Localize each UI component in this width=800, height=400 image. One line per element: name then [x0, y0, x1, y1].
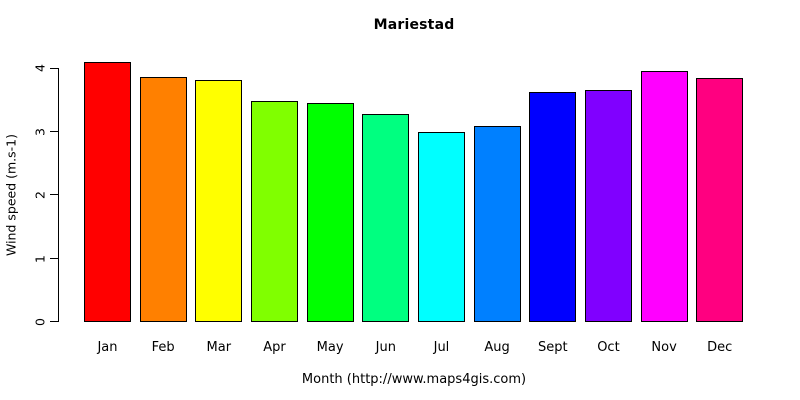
- bar-jun: [362, 114, 410, 322]
- x-tick-label-feb: Feb: [151, 340, 175, 355]
- x-tick-label-oct: Oct: [597, 340, 620, 355]
- bar-dec: [696, 77, 744, 322]
- bar-jul: [417, 131, 465, 322]
- x-tick-label-dec: Dec: [707, 340, 733, 355]
- x-tick-label-apr: Apr: [263, 340, 286, 355]
- x-tick-label-jul: Jul: [433, 340, 450, 355]
- y-tick: [49, 131, 59, 133]
- x-tick-label-aug: Aug: [484, 340, 510, 355]
- y-tick: [49, 321, 59, 323]
- chart-title: Mariestad: [373, 17, 455, 33]
- x-tick-label-jan: Jan: [97, 340, 118, 355]
- y-tick-label: 3: [32, 127, 48, 136]
- x-tick-label-jun: Jun: [375, 340, 396, 355]
- x-tick-label-sept: Sept: [537, 340, 568, 355]
- bar-jan: [84, 62, 131, 322]
- bar-mar: [195, 79, 243, 322]
- y-axis-title: Wind speed (m.s-1): [3, 133, 19, 257]
- bar-nov: [640, 70, 688, 322]
- y-tick: [49, 257, 59, 259]
- y-tick: [49, 67, 59, 69]
- x-axis-title: Month (http://www.maps4gis.com): [301, 372, 527, 387]
- bar-oct: [584, 89, 632, 322]
- bar-sept: [529, 92, 577, 322]
- y-tick-label: 1: [32, 254, 48, 263]
- x-tick-label-nov: Nov: [651, 340, 677, 355]
- bar-feb: [139, 76, 187, 322]
- x-tick-label-may: May: [316, 340, 344, 355]
- x-tick-label-mar: Mar: [206, 340, 232, 355]
- y-tick: [49, 194, 59, 196]
- bar-apr: [250, 101, 298, 322]
- bar-may: [306, 102, 354, 322]
- y-tick-label: 2: [32, 191, 48, 200]
- y-tick-label: 0: [32, 318, 48, 326]
- y-tick-label: 4: [32, 64, 48, 73]
- bar-aug: [473, 126, 521, 322]
